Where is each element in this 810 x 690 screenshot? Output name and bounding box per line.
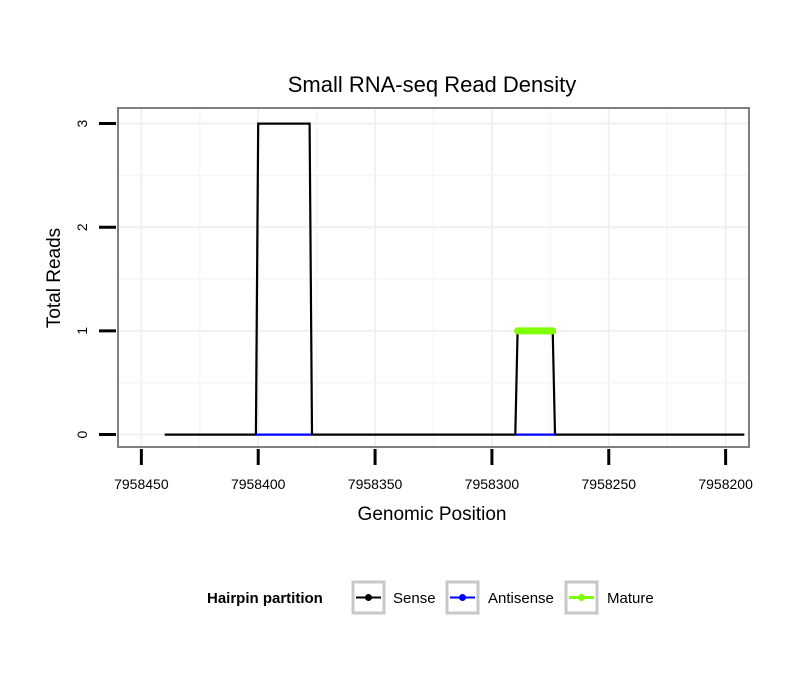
x-axis-label: Genomic Position xyxy=(358,504,507,525)
legend-title: Hairpin partition xyxy=(207,590,323,607)
legend-label-sense: Sense xyxy=(393,590,436,607)
legend-label-antisense: Antisense xyxy=(488,590,554,607)
y-tick-label: 1 xyxy=(74,327,90,335)
plot-border xyxy=(117,107,750,448)
x-tick-label: 7958200 xyxy=(698,476,753,492)
chart-title: Small RNA-seq Read Density xyxy=(288,72,577,97)
x-tick-label: 7958350 xyxy=(348,476,403,492)
x-tick-label: 7958250 xyxy=(582,476,637,492)
x-axis: 7958450 7958400 7958350 7958300 7958250 79582… xyxy=(114,449,753,492)
sense-series-line xyxy=(164,122,745,436)
x-tick-label: 7958450 xyxy=(114,476,169,492)
x-tick-label: 7958300 xyxy=(465,476,520,492)
x-tick-label: 7958400 xyxy=(231,476,286,492)
y-axis-label: Total Reads xyxy=(44,228,65,328)
y-tick-label: 2 xyxy=(74,223,90,231)
y-tick-label: 0 xyxy=(74,430,90,438)
legend: Hairpin partition Sense Antisense Mature xyxy=(207,580,654,615)
legend-marker-sense xyxy=(365,594,372,601)
legend-marker-mature xyxy=(578,594,585,601)
legend-marker-antisense xyxy=(459,594,466,601)
legend-items: Sense Antisense Mature xyxy=(351,580,654,615)
legend-label-mature: Mature xyxy=(607,590,654,607)
y-tick-label: 3 xyxy=(74,119,90,127)
y-axis: 0 1 2 3 xyxy=(74,119,116,438)
series-layer xyxy=(164,122,745,436)
